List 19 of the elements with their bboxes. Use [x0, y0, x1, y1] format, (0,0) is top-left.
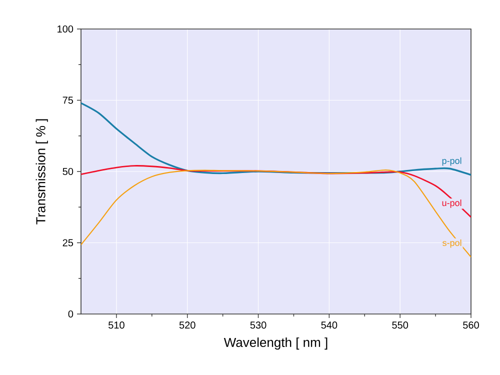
series-label: p-pol — [442, 157, 462, 166]
line-series — [81, 102, 471, 176]
y-tick-label: 0 — [68, 310, 74, 318]
line-series — [81, 165, 471, 218]
x-tick-label: 560 — [463, 322, 479, 329]
x-tick-label: 540 — [321, 322, 338, 329]
x-tick-label: 520 — [179, 322, 196, 329]
y-tick-label: 50 — [62, 168, 74, 176]
x-tick-label: 550 — [392, 322, 408, 329]
series-label: s-pol — [442, 239, 462, 248]
x-axis-title: Wavelength [ nm ] — [224, 337, 328, 350]
y-tick-label: 25 — [62, 239, 74, 246]
x-tick-label: 510 — [108, 322, 124, 329]
line-series — [81, 170, 471, 258]
y-axis-title: Transmission [ % ] — [36, 119, 48, 224]
y-tick-label: 100 — [58, 25, 74, 33]
series-label: u-pol — [442, 200, 462, 208]
x-tick-label: 530 — [250, 322, 266, 329]
y-tick-label: 75 — [62, 96, 74, 104]
